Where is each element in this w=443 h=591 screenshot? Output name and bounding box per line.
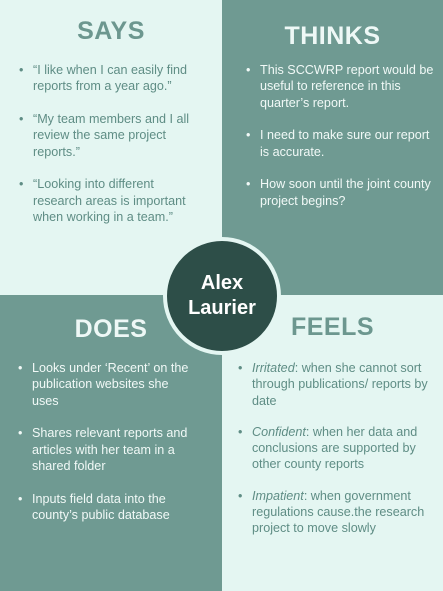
- says-item: “My team members and I all review the sa…: [19, 111, 195, 160]
- does-list: Looks under ‘Recent’ on the publication …: [18, 360, 198, 540]
- feels-emotion: Irritated: [252, 361, 295, 375]
- says-item: “Looking into different research areas i…: [19, 176, 195, 225]
- persona-last-name: Laurier: [188, 297, 256, 319]
- says-quadrant: SAYS “I like when I can easily find repo…: [0, 0, 222, 295]
- persona-first-name: Alex: [200, 272, 244, 294]
- says-list: “I like when I can easily find reports f…: [19, 62, 195, 242]
- thinks-item: This SCCWRP report would be useful to re…: [246, 62, 436, 111]
- feels-item: Impatient: when government regulations c…: [238, 488, 428, 537]
- feels-heading: FEELS: [290, 313, 375, 341]
- feels-item: Confident: when her data and conclusions…: [238, 424, 428, 473]
- thinks-heading: THINKS: [284, 22, 381, 50]
- thinks-quadrant: THINKS This SCCWRP report would be usefu…: [222, 0, 443, 295]
- feels-quadrant: FEELS Irritated: when she cannot sort th…: [222, 295, 443, 591]
- does-quadrant: DOES Looks under ‘Recent’ on the publica…: [0, 295, 222, 591]
- feels-item: Irritated: when she cannot sort through …: [238, 360, 428, 409]
- thinks-item: How soon until the joint county project …: [246, 176, 436, 209]
- feels-text: : when her data and conclusions are supp…: [252, 424, 418, 472]
- feels-emotion: Confident: [252, 424, 306, 439]
- thinks-item: I need to make sure our report is accura…: [246, 127, 436, 160]
- says-item: “I like when I can easily find reports f…: [19, 62, 195, 95]
- feels-text: : when government regulations cause.the …: [252, 488, 425, 536]
- persona-circle: Alex Laurier: [163, 237, 281, 355]
- feels-list: Irritated: when she cannot sort through …: [238, 360, 428, 552]
- does-item: Inputs field data into the county’s publ…: [18, 491, 198, 524]
- does-heading: DOES: [74, 315, 148, 343]
- says-heading: SAYS: [77, 17, 145, 45]
- feels-emotion: Impatient: [252, 488, 304, 503]
- does-item: Shares relevant reports and articles wit…: [18, 425, 198, 474]
- thinks-list: This SCCWRP report would be useful to re…: [246, 62, 436, 226]
- feels-text: : when she cannot sort through publicati…: [252, 361, 428, 408]
- persona-name: Alex Laurier: [177, 271, 267, 321]
- does-item: Looks under ‘Recent’ on the publication …: [18, 360, 198, 409]
